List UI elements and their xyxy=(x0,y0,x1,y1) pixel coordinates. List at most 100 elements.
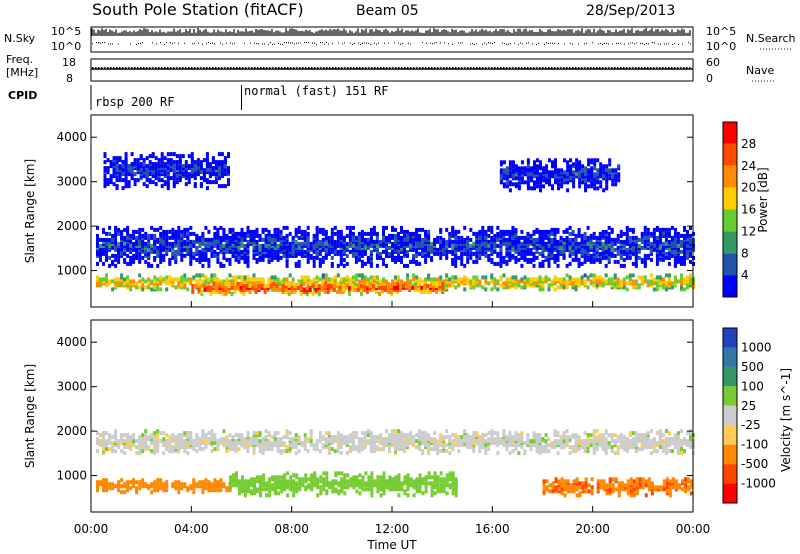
heat-cell xyxy=(264,237,268,242)
heat-cell xyxy=(277,479,281,484)
heat-cell xyxy=(282,277,286,282)
heat-cell xyxy=(240,233,244,238)
heat-cell xyxy=(189,239,193,244)
heat-cell xyxy=(574,277,578,282)
heat-cell xyxy=(177,225,181,230)
freq-dot xyxy=(365,67,367,69)
heat-cell xyxy=(394,279,397,284)
nsearch-dot xyxy=(398,42,399,44)
heat-cell xyxy=(148,178,152,183)
nsearch-dot xyxy=(286,42,287,44)
heat-cell xyxy=(340,471,344,476)
power-colorbar-label: Power [dB] xyxy=(756,167,770,232)
heat-cell xyxy=(423,289,427,294)
heat-cell xyxy=(634,279,638,284)
freq-dot xyxy=(230,67,232,69)
heat-cell xyxy=(605,184,609,189)
heat-cell xyxy=(139,154,143,159)
heat-cell xyxy=(475,253,479,258)
heat-cell xyxy=(237,255,241,260)
heat-cell xyxy=(625,255,629,260)
heat-cell xyxy=(586,225,590,230)
heat-cell xyxy=(589,233,593,238)
heat-cell xyxy=(538,261,542,266)
freq-dot xyxy=(641,67,643,69)
nsearch-dot xyxy=(552,42,553,44)
nsearch-dot xyxy=(212,42,213,44)
heat-cell xyxy=(129,486,133,491)
ytick-label: 1000 xyxy=(56,264,87,278)
heat-cell xyxy=(297,251,301,256)
heat-cell xyxy=(111,245,115,250)
nsearch-dot xyxy=(538,42,539,44)
heat-cell xyxy=(526,257,530,262)
nsearch-dot xyxy=(528,42,529,44)
heat-cell xyxy=(314,287,318,292)
heat-cell xyxy=(117,480,121,485)
heat-cell xyxy=(475,231,479,236)
nsearch-dot xyxy=(320,42,321,44)
heat-cell xyxy=(99,237,102,242)
heat-cell xyxy=(174,249,178,254)
colorbar-swatch xyxy=(723,275,737,297)
heat-cell xyxy=(117,277,121,282)
heat-cell xyxy=(460,251,464,256)
heat-cell xyxy=(336,235,340,240)
heat-cell xyxy=(223,156,227,161)
heat-cell xyxy=(183,253,187,258)
heat-cell xyxy=(686,283,689,288)
heat-cell xyxy=(617,164,621,169)
heat-cell xyxy=(159,253,163,258)
heat-cell xyxy=(258,233,262,238)
nsearch-dot xyxy=(606,42,607,44)
nsearch-dot xyxy=(220,42,221,44)
heat-cell xyxy=(572,162,576,167)
heat-cell xyxy=(324,235,328,240)
heat-cell xyxy=(369,261,373,266)
heat-cell xyxy=(225,486,229,491)
heat-cell xyxy=(445,273,449,278)
freq-dot xyxy=(353,67,355,69)
heat-cell xyxy=(172,152,176,157)
heat-cell xyxy=(472,279,476,284)
heat-cell xyxy=(683,243,686,248)
freq-dot xyxy=(95,67,97,69)
heat-cell xyxy=(324,229,328,234)
heat-cell xyxy=(142,158,146,163)
heat-cell xyxy=(571,277,575,282)
cpid-segment-0-label: rbsp 200 RF xyxy=(95,95,174,109)
heat-cell xyxy=(378,285,381,290)
heat-cell xyxy=(238,479,241,484)
heat-cell xyxy=(631,261,635,266)
heat-cell xyxy=(689,273,692,278)
heat-cell xyxy=(172,160,176,165)
heat-cell xyxy=(318,227,322,232)
nsearch-dot xyxy=(110,43,111,45)
heat-cell xyxy=(192,275,196,280)
heat-cell xyxy=(174,480,178,485)
heat-cell xyxy=(102,261,105,266)
nsearch-dot xyxy=(138,43,139,45)
heat-cell xyxy=(505,184,509,189)
heat-cell xyxy=(253,477,256,482)
heat-cell xyxy=(655,235,659,240)
heat-cell xyxy=(114,263,118,268)
nsearch-dot xyxy=(222,43,223,45)
heat-cell xyxy=(550,237,554,242)
heat-cell xyxy=(222,482,226,487)
heat-cell xyxy=(204,275,208,280)
heat-cell xyxy=(499,233,503,238)
heat-cell xyxy=(332,283,336,288)
heat-cell xyxy=(526,277,530,282)
heat-cell xyxy=(177,490,181,495)
heat-cell xyxy=(551,160,554,165)
heat-cell xyxy=(508,160,512,165)
heat-cell xyxy=(165,237,169,242)
heat-cell xyxy=(520,263,524,268)
heat-cell xyxy=(397,473,401,478)
heat-cell xyxy=(207,480,211,485)
heat-cell xyxy=(481,225,485,230)
heat-cell xyxy=(333,275,337,280)
freq-dot xyxy=(452,67,454,69)
heat-cell xyxy=(297,235,301,240)
